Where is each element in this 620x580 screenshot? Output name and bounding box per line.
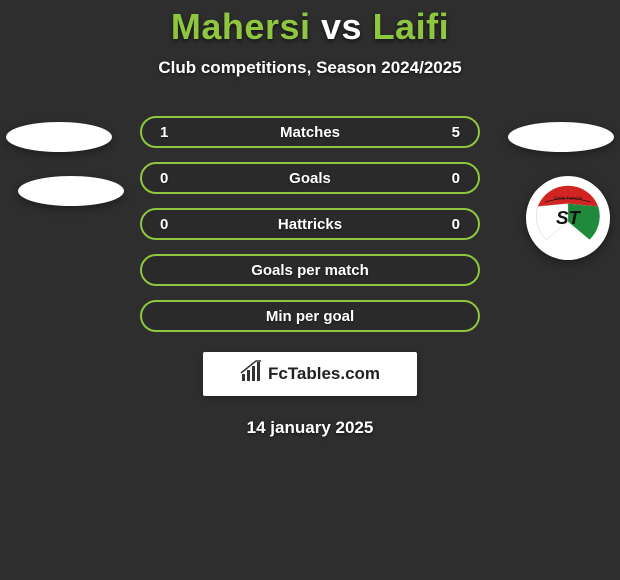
date-text: 14 january 2025 (0, 418, 620, 438)
stat-right: 5 (430, 124, 460, 141)
title-player2: Laifi (373, 6, 450, 47)
player1-oval-top (6, 122, 112, 152)
stat-label: Matches (190, 124, 430, 141)
player1-oval-bottom (18, 176, 124, 206)
stat-label: Goals (190, 170, 430, 187)
stat-label: Hattricks (190, 216, 430, 233)
player2-oval-top (508, 122, 614, 152)
stat-left: 0 (160, 170, 190, 187)
branding-box: FcTables.com (203, 352, 417, 396)
stat-left: 0 (160, 216, 190, 233)
club-badge-icon: ST Stade Tunisien (532, 182, 604, 254)
stat-label: Goals per match (190, 262, 430, 279)
comparison-card: Mahersi vs Laifi Club competitions, Seas… (0, 0, 620, 580)
svg-text:Stade Tunisien: Stade Tunisien (554, 195, 583, 200)
stat-right: 0 (430, 216, 460, 233)
stat-row-goals: 0 Goals 0 (140, 162, 480, 194)
stat-row-gpm: Goals per match (140, 254, 480, 286)
svg-text:ST: ST (556, 207, 581, 228)
stat-row-hattricks: 0 Hattricks 0 (140, 208, 480, 240)
bar-chart-icon (240, 360, 264, 389)
subtitle: Club competitions, Season 2024/2025 (0, 58, 620, 78)
title-player1: Mahersi (171, 6, 311, 47)
club-badge: ST Stade Tunisien (526, 176, 610, 260)
title-vs: vs (321, 6, 362, 47)
stat-label: Min per goal (190, 308, 430, 325)
stat-row-mpg: Min per goal (140, 300, 480, 332)
stat-right: 0 (430, 170, 460, 187)
stat-left: 1 (160, 124, 190, 141)
branding-text: FcTables.com (268, 364, 380, 384)
title: Mahersi vs Laifi (0, 0, 620, 48)
stat-row-matches: 1 Matches 5 (140, 116, 480, 148)
